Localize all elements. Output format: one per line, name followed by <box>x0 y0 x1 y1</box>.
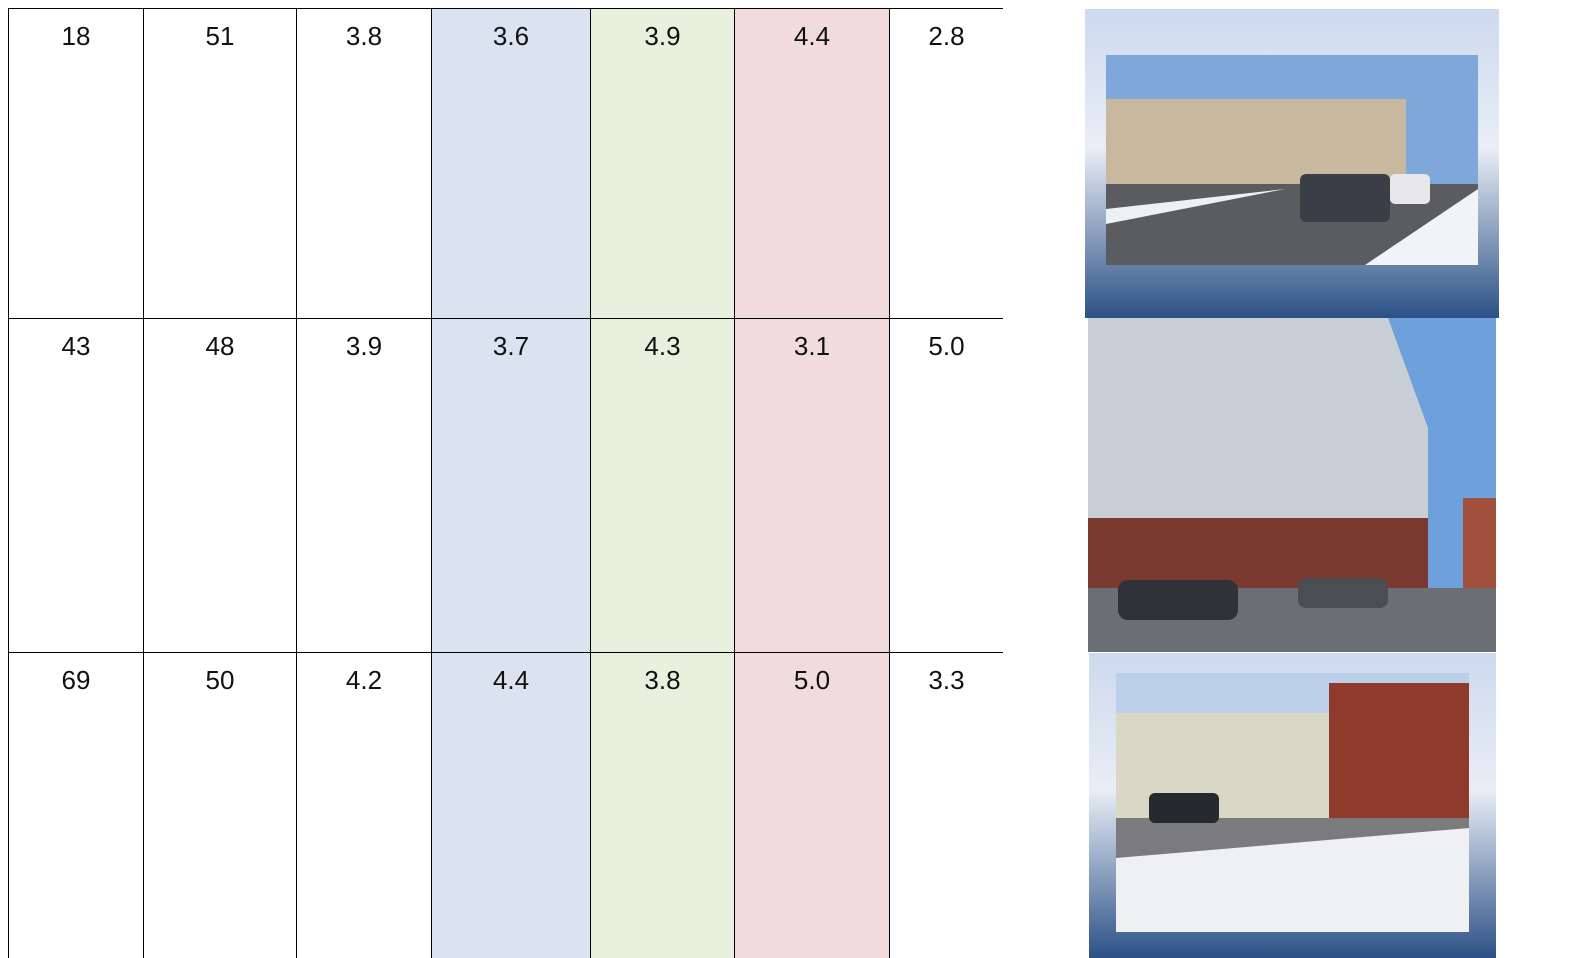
table-cell: 43 <box>8 318 143 652</box>
table-cell: 18 <box>8 8 143 318</box>
table-cell: 3.3 <box>889 652 1003 958</box>
table-cell: 69 <box>8 652 143 958</box>
table-cell: 4.4 <box>734 8 889 318</box>
table-cell: 3.9 <box>296 318 431 652</box>
table-cell: 3.7 <box>431 318 590 652</box>
table-cell: 3.8 <box>590 652 734 958</box>
table-cell: 3.6 <box>431 8 590 318</box>
photo-frame-3 <box>1089 653 1496 958</box>
table-cell: 51 <box>143 8 296 318</box>
table-cell: 2.8 <box>889 8 1003 318</box>
table-cell: 3.9 <box>590 8 734 318</box>
table-cell: 4.2 <box>296 652 431 958</box>
table-cell: 5.0 <box>889 318 1003 652</box>
table-cell: 50 <box>143 652 296 958</box>
table-cell: 48 <box>143 318 296 652</box>
table-cell: 5.0 <box>734 652 889 958</box>
table-cell: 3.8 <box>296 8 431 318</box>
table-cell: 4.3 <box>590 318 734 652</box>
table-cell: 3.1 <box>734 318 889 652</box>
photo-frame-1 <box>1085 9 1499 318</box>
table-cell: 4.4 <box>431 652 590 958</box>
photo-2 <box>1088 318 1496 652</box>
